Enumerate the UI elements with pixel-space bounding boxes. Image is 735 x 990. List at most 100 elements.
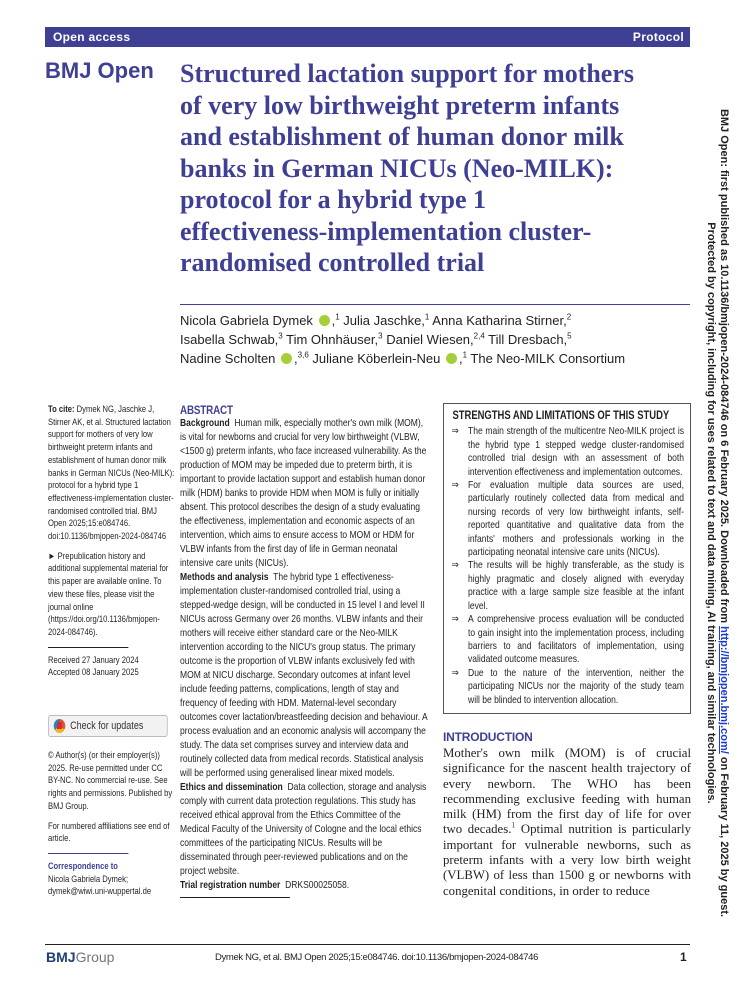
affiliation-sup: 1 — [424, 312, 430, 322]
right-column: STRENGTHS AND LIMITATIONS OF THIS STUDY … — [443, 403, 691, 899]
orcid-icon[interactable] — [281, 353, 293, 364]
affiliation-sup: 2 — [566, 312, 572, 322]
title-line: and establishment of human donor milk — [180, 122, 624, 151]
list-item: ⇒ For evaluation multiple data sources ar… — [450, 479, 684, 559]
footer-citation: Dymek NG, et al. BMJ Open 2025;15:e08474… — [215, 952, 539, 963]
affiliation-sup: 1 — [335, 312, 340, 322]
affiliation-sup: 1 — [462, 350, 468, 360]
divider — [180, 897, 290, 898]
article-type-label: Protocol — [632, 30, 684, 44]
sidenote-text: on February 11, 2025 by guest. — [718, 753, 730, 918]
abstract-background: Background Human milk, especially mother… — [180, 417, 428, 571]
author-name[interactable]: Anna Katharina Stirner, — [432, 313, 567, 328]
arrow-icon: ⇒ — [451, 480, 459, 492]
copyright-note: © Author(s) (or their employer(s)) 2025.… — [48, 750, 173, 811]
journal-link[interactable]: http://bmjopen.bmj.com/ — [718, 626, 730, 754]
list-item: ⇒ The main strength of the multicentre Ne… — [450, 425, 684, 479]
correspondence-name: Nicola Gabriela Dymek; — [48, 873, 129, 884]
section-text: Data collection, storage and analysis co… — [180, 782, 427, 877]
body-text: Mother's own milk (MOM) is of crucial si… — [443, 745, 691, 837]
abstract-section: ABSTRACT Background Human milk, especial… — [180, 403, 428, 898]
received-date: Received 27 January 2024 — [48, 654, 139, 665]
cite-label: To cite: — [48, 404, 75, 414]
title-line: randomised controlled trial — [180, 248, 485, 277]
item-text: The results will be highly transferable,… — [468, 560, 684, 612]
arrow-icon: ⇒ — [451, 560, 459, 572]
item-text: Due to the nature of the intervention, n… — [468, 667, 684, 706]
divider — [48, 852, 129, 854]
prepub-note[interactable]: ► Prepublication history and additional … — [48, 550, 169, 637]
sidenote-text: BMJ Open: first published as 10.1136/bmj… — [718, 108, 730, 627]
author-name[interactable]: Till Dresbach, — [488, 332, 568, 347]
title-line: Structured lactation support for mothers — [180, 59, 635, 88]
logo-light: Group — [75, 949, 115, 965]
correspondence-label: Correspondence to — [48, 860, 118, 871]
author-name[interactable]: The Neo-MILK Consortium — [470, 351, 626, 366]
title-line: banks in German NICUs (Neo-MILK): — [180, 153, 614, 183]
header-bar: Open access Protocol — [45, 27, 690, 47]
affiliation-sup: 3,6 — [297, 350, 309, 360]
title-line: effectiveness-implementation cluster- — [180, 216, 592, 246]
strengths-limitations-box: STRENGTHS AND LIMITATIONS OF THIS STUDY … — [443, 403, 691, 714]
author-list: Nicola Gabriela Dymek ,1 Julia Jaschke,1… — [180, 312, 626, 366]
citation-block: To cite: Dymek NG, Jaschke J, Stirner AK… — [48, 403, 176, 543]
sidebar-column: To cite: Dymek NG, Jaschke J, Stirner AK… — [48, 403, 176, 898]
section-text: The hybrid type 1 effectiveness-implemen… — [180, 572, 428, 779]
item-text: For evaluation multiple data sources are… — [468, 480, 684, 559]
arrow-icon: ⇒ — [451, 614, 459, 626]
orcid-icon[interactable] — [318, 315, 330, 326]
introduction-text: Mother's own milk (MOM) is of crucial si… — [443, 746, 691, 899]
box-heading: STRENGTHS AND LIMITATIONS OF THIS STUDY — [452, 410, 670, 422]
introduction-heading: INTRODUCTION — [443, 729, 533, 744]
section-label: Methods and analysis — [180, 572, 269, 583]
abstract-methods: Methods and analysis The hybrid type 1 e… — [180, 571, 428, 781]
abstract-heading: ABSTRACT — [180, 403, 233, 417]
divider — [48, 646, 129, 648]
list-item: ⇒ Due to the nature of the intervention, … — [450, 667, 684, 707]
cite-text: Dymek NG, Jaschke J, Stirner AK, et al. … — [48, 404, 175, 542]
affiliation-sup: 2,4 — [473, 331, 485, 341]
author-name[interactable]: Isabella Schwab, — [180, 332, 279, 347]
reference-link[interactable]: 1 — [511, 821, 516, 831]
section-label: Ethics and dissemination — [180, 782, 283, 793]
section-text: DRKS00025058. — [285, 880, 350, 891]
logo-bold: BMJ — [46, 949, 76, 965]
author-name[interactable]: Julia Jaschke, — [343, 313, 425, 328]
affiliation-sup: 3 — [378, 331, 383, 341]
check-for-updates-button[interactable]: Check for updates — [48, 715, 168, 738]
title-line: protocol for a hybrid type 1 — [180, 185, 486, 214]
section-text: Human milk, especially mother's own milk… — [180, 418, 427, 569]
author-name[interactable]: Nadine Scholten — [180, 351, 276, 366]
footer-divider — [45, 944, 690, 945]
body-text: Optimal nutrition is particularly import… — [443, 822, 691, 898]
author-name[interactable]: Juliane Köberlein-Neu — [312, 351, 441, 366]
arrow-icon: ⇒ — [451, 667, 459, 679]
section-label: Trial registration number — [180, 880, 281, 891]
arrow-icon: ⇒ — [451, 426, 459, 438]
journal-logo: BMJ Open — [45, 58, 154, 83]
check-updates-label: Check for updates — [70, 719, 144, 732]
page-number: 1 — [680, 950, 687, 964]
open-access-label: Open access — [53, 30, 131, 44]
correspondence-email[interactable]: dymek@wiwi.uni-wuppertal.de — [48, 886, 152, 897]
accepted-date: Accepted 08 January 2025 — [48, 667, 139, 678]
item-text: A comprehensive process evaluation will … — [468, 614, 684, 666]
bmj-group-logo: BMJGroup — [46, 949, 114, 965]
list-item: ⇒ The results will be highly transferable… — [450, 559, 684, 613]
copyright-sidenote: BMJ Open: first published as 10.1136/bmj… — [705, 78, 731, 948]
author-name[interactable]: Tim Ohnhäuser, — [286, 332, 379, 347]
title-divider — [180, 304, 690, 305]
affiliations-note: For numbered affiliations see end of art… — [48, 820, 170, 844]
affiliation-sup: 3 — [278, 331, 283, 341]
section-label: Background — [180, 418, 230, 429]
author-name[interactable]: Nicola Gabriela Dymek — [180, 313, 313, 328]
orcid-icon[interactable] — [445, 353, 457, 364]
abstract-ethics: Ethics and dissemination Data collection… — [180, 781, 428, 879]
item-text: The main strength of the multicentre Neo… — [468, 426, 684, 478]
introduction-section: INTRODUCTION Mother's own milk (MOM) is … — [443, 730, 691, 899]
author-name[interactable]: Daniel Wiesen, — [386, 332, 474, 347]
title-line: of very low birthweight preterm infants — [180, 90, 620, 120]
crossmark-icon — [53, 719, 66, 734]
sidenote-text: Protected by copyright, including for us… — [705, 222, 718, 804]
